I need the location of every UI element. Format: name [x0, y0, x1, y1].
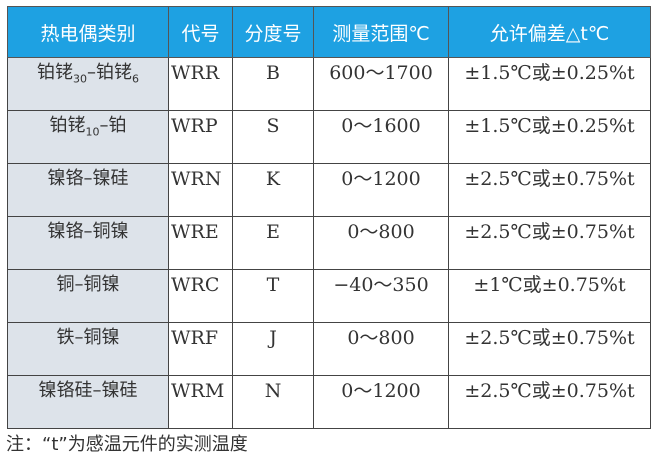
- thermocouple-table: 热电偶类别 代号 分度号 测量范围℃ 允许偏差△t℃ 铂铑30–铂铑6 WRR …: [7, 6, 651, 429]
- cell-range: 0～1200: [313, 163, 449, 217]
- header-graduation: 分度号: [232, 6, 314, 58]
- cell-range: 600～1700: [313, 57, 449, 111]
- table-row: 镍铬–镍硅 WRN K 0～1200 ±2.5℃或±0.75%t: [7, 163, 651, 217]
- cell-graduation: S: [232, 110, 314, 164]
- cell-range: 0～1600: [313, 110, 449, 164]
- cell-code: WRM: [168, 375, 233, 429]
- cell-type: 铂铑10–铂: [7, 110, 169, 164]
- cell-code: WRE: [168, 216, 233, 270]
- cell-tolerance: ±1℃或±0.75%t: [448, 269, 651, 323]
- cell-code: WRC: [168, 269, 233, 323]
- cell-tolerance: ±1.5℃或±0.25%t: [448, 57, 651, 111]
- type-text-rest: –铂铑: [87, 62, 132, 83]
- cell-tolerance: ±2.5℃或±0.75%t: [448, 322, 651, 376]
- cell-graduation: K: [232, 163, 314, 217]
- cell-type: 铁–铜镍: [7, 322, 169, 376]
- table-row: 铜–铜镍 WRC T −40～350 ±1℃或±0.75%t: [7, 269, 651, 323]
- cell-code: WRN: [168, 163, 233, 217]
- cell-type: 镍铬硅–镍硅: [7, 375, 169, 429]
- table-row: 铂铑10–铂 WRP S 0～1600 ±1.5℃或±0.25%t: [7, 110, 651, 164]
- type-text: 铜–铜镍: [56, 274, 120, 295]
- cell-type: 铜–铜镍: [7, 269, 169, 323]
- table-row: 铂铑30–铂铑6 WRR B 600～1700 ±1.5℃或±0.25%t: [7, 57, 651, 111]
- type-text: 铂铑: [49, 115, 86, 136]
- cell-type: 镍铬–镍硅: [7, 163, 169, 217]
- type-text: 镍铬–镍硅: [47, 168, 129, 189]
- cell-range: −40～350: [313, 269, 449, 323]
- header-range: 测量范围℃: [313, 6, 449, 58]
- type-subscript: 30: [73, 72, 87, 86]
- type-text-rest: –铂: [99, 115, 127, 136]
- type-text: 镍铬–铜镍: [47, 221, 129, 242]
- cell-tolerance: ±2.5℃或±0.75%t: [448, 163, 651, 217]
- cell-range: 0～1200: [313, 375, 449, 429]
- cell-graduation: E: [232, 216, 314, 270]
- cell-type: 铂铑30–铂铑6: [7, 57, 169, 111]
- table-row: 镍铬–铜镍 WRE E 0～800 ±2.5℃或±0.75%t: [7, 216, 651, 270]
- type-text: 铂铑: [37, 62, 73, 83]
- footnote: 注：“t”为感温元件的实测温度: [6, 434, 248, 455]
- cell-tolerance: ±1.5℃或±0.25%t: [448, 110, 651, 164]
- cell-range: 0～800: [313, 322, 449, 376]
- header-type: 热电偶类别: [7, 6, 169, 58]
- type-subscript: 10: [85, 125, 100, 139]
- table-row: 镍铬硅–镍硅 WRM N 0～1200 ±2.5℃或±0.75%t: [7, 375, 651, 429]
- cell-code: WRR: [168, 57, 233, 111]
- cell-range: 0～800: [313, 216, 449, 270]
- cell-tolerance: ±2.5℃或±0.75%t: [448, 216, 651, 270]
- cell-type: 镍铬–铜镍: [7, 216, 169, 270]
- header-tolerance: 允许偏差△t℃: [448, 6, 651, 58]
- cell-tolerance: ±2.5℃或±0.75%t: [448, 375, 651, 429]
- cell-graduation: N: [232, 375, 314, 429]
- table-row: 铁–铜镍 WRF J 0～800 ±2.5℃或±0.75%t: [7, 322, 651, 376]
- type-subscript-2: 6: [132, 72, 139, 86]
- cell-code: WRP: [168, 110, 233, 164]
- type-text: 镍铬硅–镍硅: [38, 380, 138, 401]
- cell-graduation: T: [232, 269, 314, 323]
- type-text: 铁–铜镍: [56, 327, 120, 348]
- header-code: 代号: [168, 6, 233, 58]
- cell-code: WRF: [168, 322, 233, 376]
- cell-graduation: B: [232, 57, 314, 111]
- cell-graduation: J: [232, 322, 314, 376]
